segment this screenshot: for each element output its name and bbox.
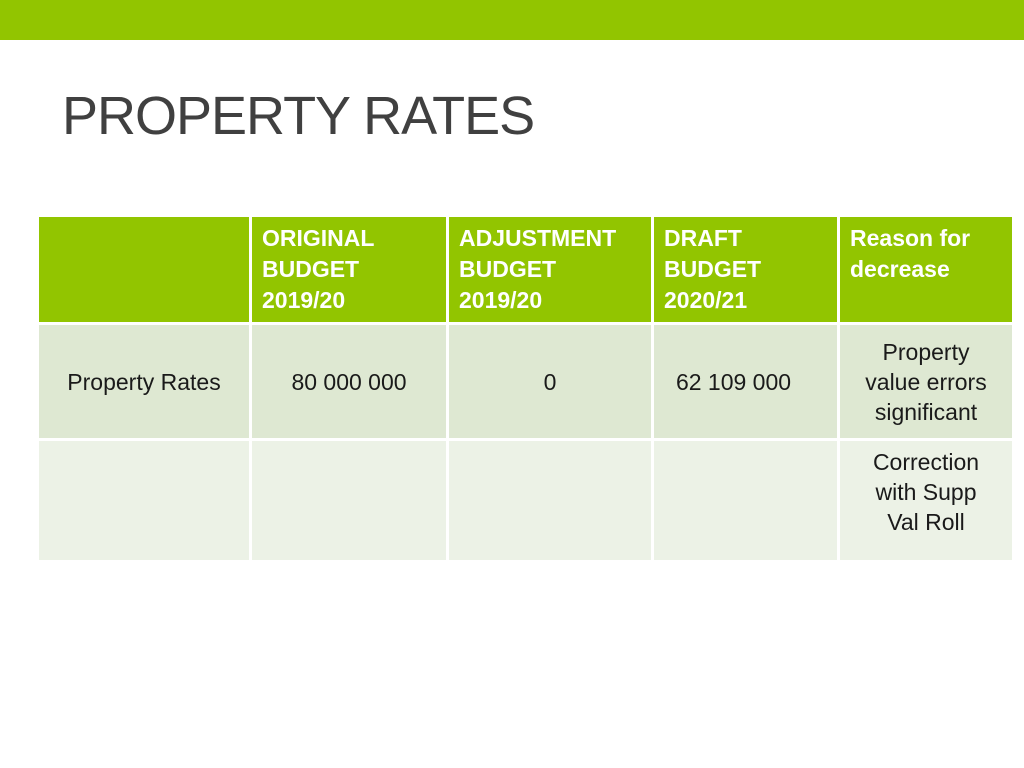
adjustment-budget-value: 0 — [446, 322, 654, 441]
draft-budget-value: 62 109 000 — [651, 322, 840, 441]
header-line: DRAFT — [664, 225, 742, 251]
property-rates-table: ORIGINAL BUDGET 2019/20 ADJUSTMENT BUDGE… — [36, 214, 1015, 563]
top-accent-bar — [0, 0, 1024, 40]
header-cell-empty — [36, 214, 252, 325]
original-budget-value: 80 000 000 — [249, 322, 449, 441]
table-header-row: ORIGINAL BUDGET 2019/20 ADJUSTMENT BUDGE… — [36, 214, 1015, 325]
header-line: ORIGINAL — [262, 225, 375, 251]
reason-line: with Supp — [875, 479, 977, 505]
reason-line: Correction — [872, 449, 980, 475]
header-cell-reason: Reason for decrease — [837, 214, 1015, 325]
header-cell-adjustment-budget: ADJUSTMENT BUDGET 2019/20 — [446, 214, 654, 325]
row-label: Property Rates — [36, 322, 252, 441]
header-line: BUDGET — [262, 256, 360, 282]
slide-title: PROPERTY RATES — [62, 86, 535, 146]
reason-line: Property — [882, 338, 970, 365]
header-cell-draft-budget: DRAFT BUDGET 2020/21 — [651, 214, 840, 325]
header-line: BUDGET — [664, 256, 762, 282]
header-line: Reason for — [850, 225, 971, 251]
reason-cell: Property value errors significant — [837, 322, 1015, 441]
header-line: ADJUSTMENT — [459, 225, 617, 251]
draft-budget-value — [651, 438, 840, 563]
header-cell-original-budget: ORIGINAL BUDGET 2019/20 — [249, 214, 449, 325]
header-line: 2020/21 — [664, 287, 748, 313]
reason-line: significant — [874, 398, 978, 425]
header-line: 2019/20 — [262, 287, 346, 313]
original-budget-value — [249, 438, 449, 563]
reason-line: value errors — [865, 368, 987, 395]
table-row: Property Rates 80 000 000 0 62 109 000 P… — [36, 322, 1015, 441]
adjustment-budget-value — [446, 438, 654, 563]
header-line: decrease — [850, 256, 950, 282]
reason-line: Val Roll — [887, 509, 965, 535]
row-label — [36, 438, 252, 563]
reason-cell: Correction with Supp Val Roll — [837, 438, 1015, 563]
table-row: Correction with Supp Val Roll — [36, 438, 1015, 563]
header-line: BUDGET — [459, 256, 557, 282]
header-line: 2019/20 — [459, 287, 543, 313]
